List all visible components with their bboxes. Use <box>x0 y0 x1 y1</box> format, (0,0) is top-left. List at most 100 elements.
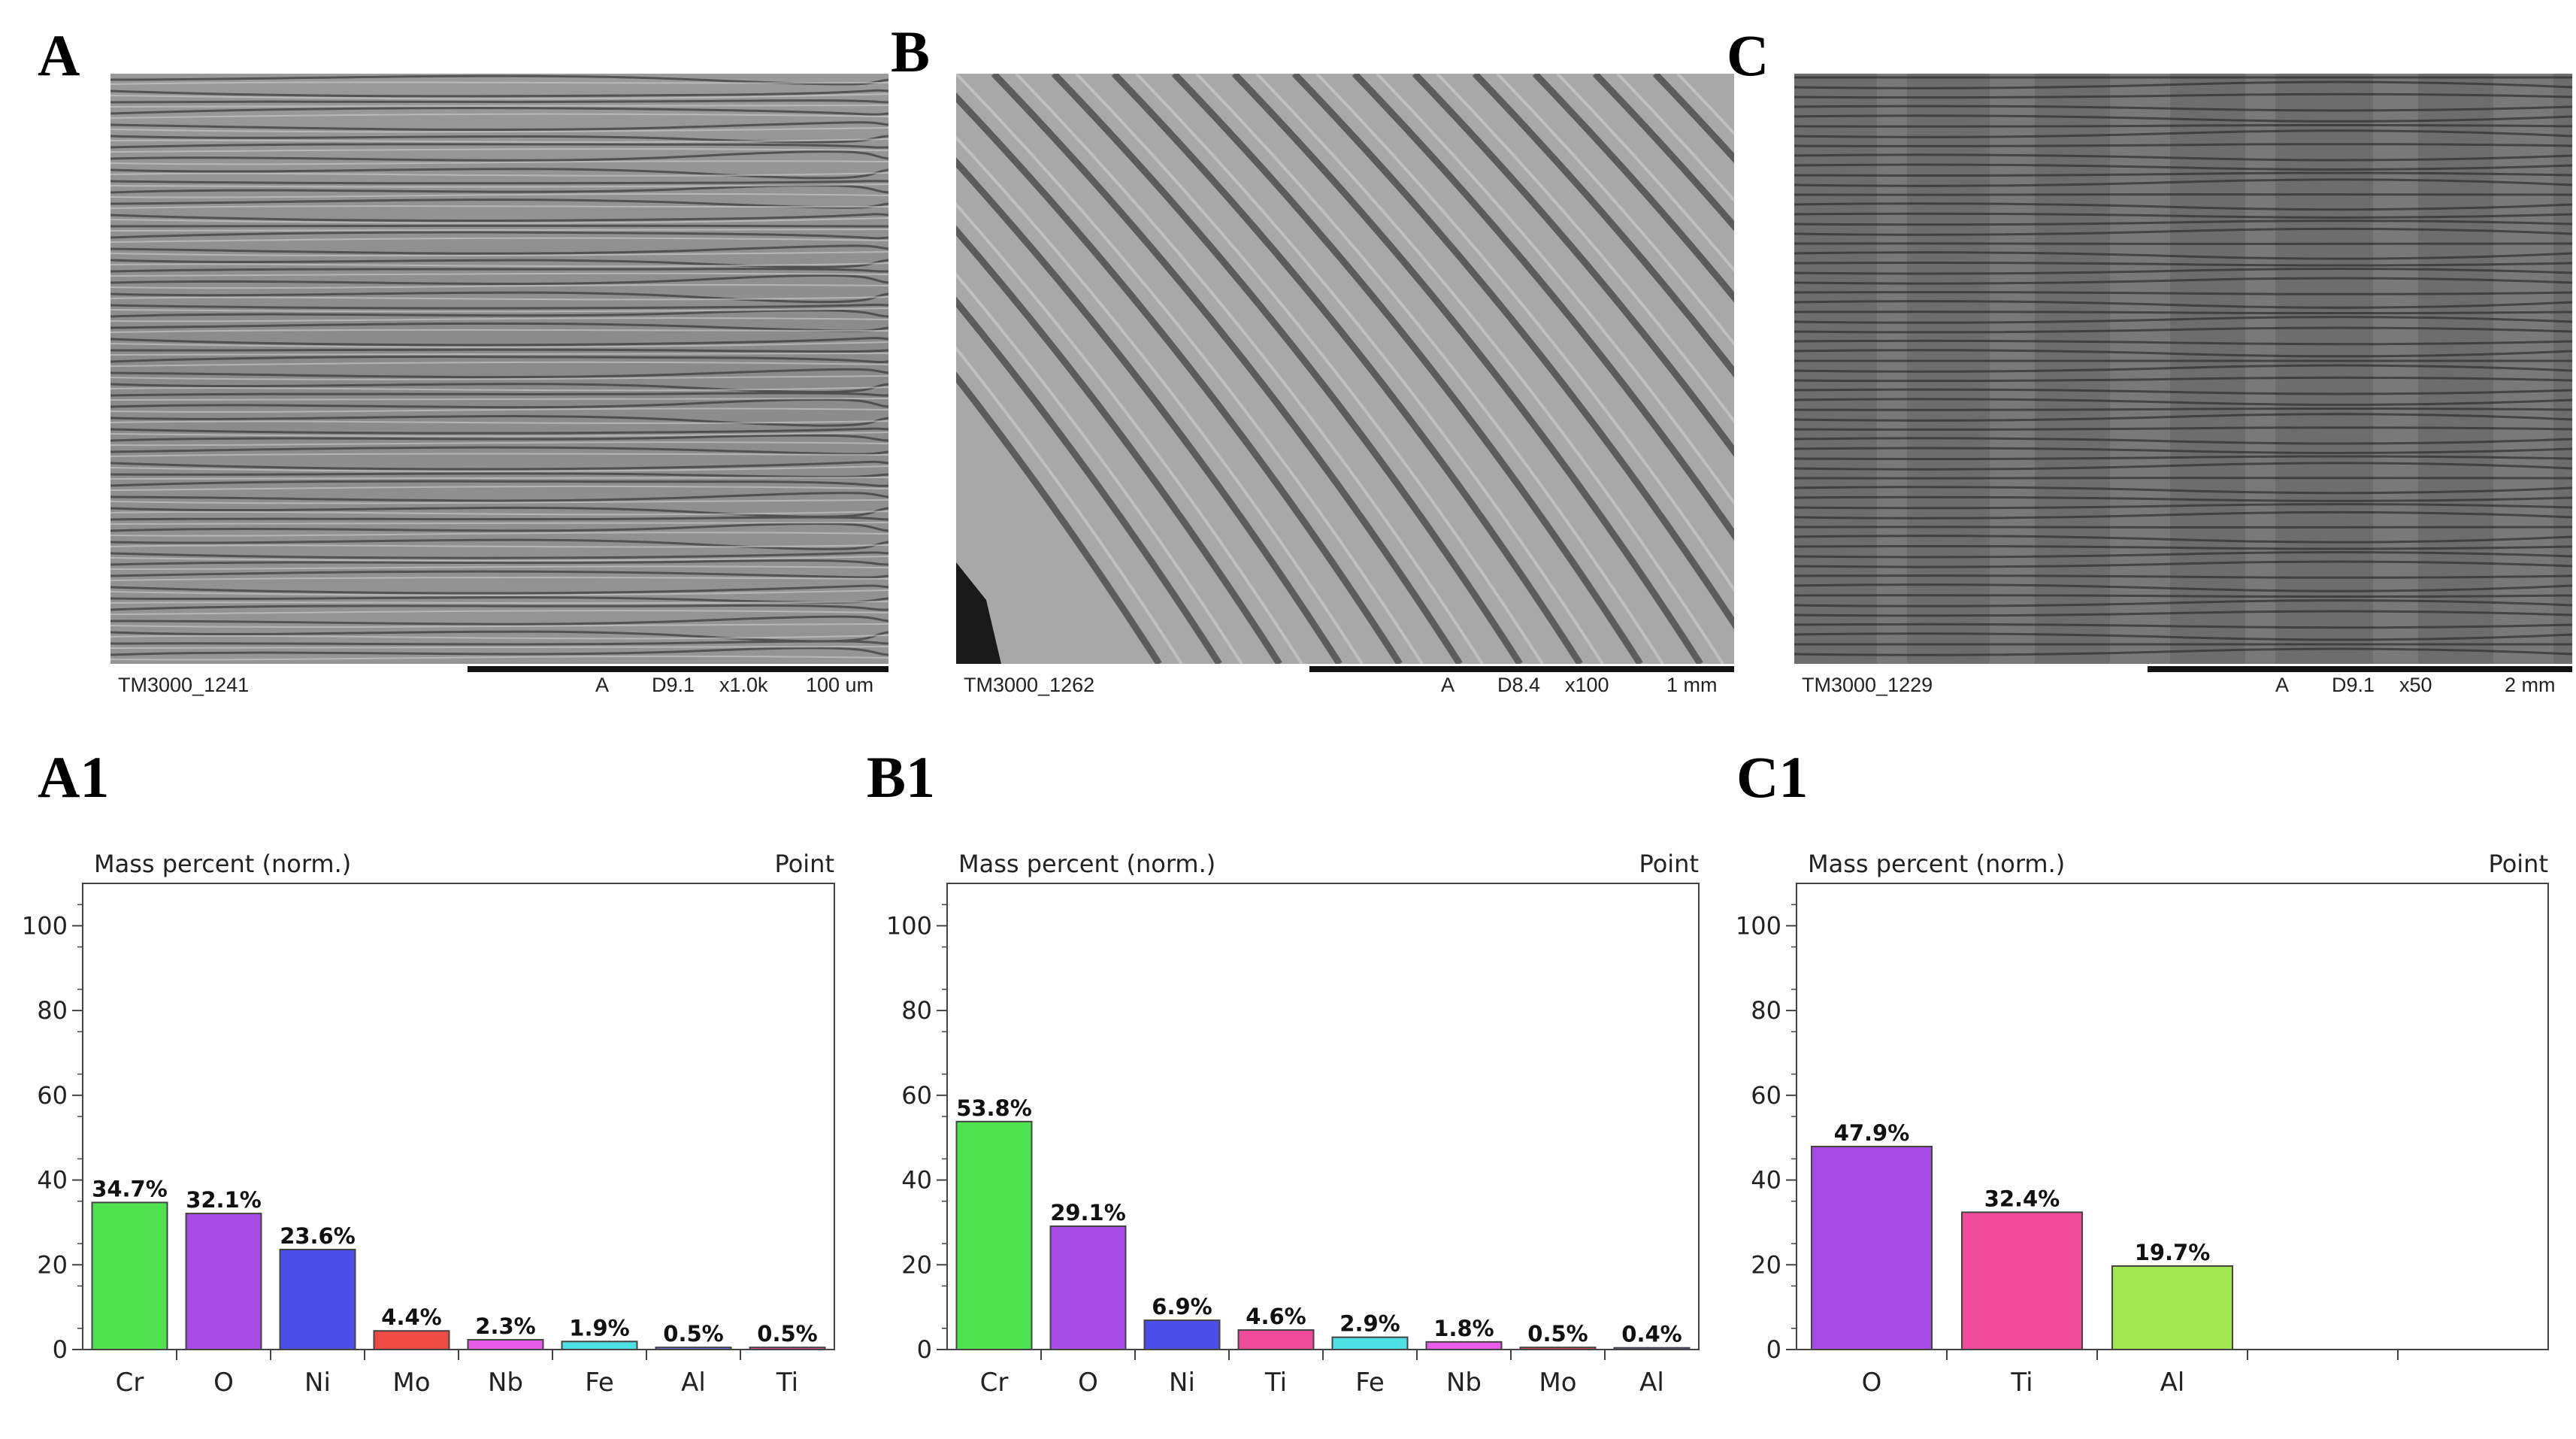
bar-ti <box>1237 1329 1315 1351</box>
scale-label: 1 mm <box>1666 674 1718 696</box>
x-tick-label: O <box>1862 1368 1882 1398</box>
mode-label: Point <box>775 850 834 878</box>
y-tick-label: 20 <box>37 1250 68 1279</box>
data-label: 6.9% <box>1152 1294 1212 1319</box>
data-label: 29.1% <box>1050 1200 1126 1225</box>
data-label: 23.6% <box>280 1223 356 1249</box>
data-label: 4.6% <box>1246 1304 1306 1329</box>
scale-bar <box>2148 666 2572 672</box>
y-tick-label: 60 <box>1751 1081 1781 1110</box>
bar-nb <box>1425 1341 1503 1351</box>
panel-label-b1: B1 <box>867 744 936 810</box>
data-label: 53.8% <box>956 1095 1032 1121</box>
micrograph-a-caption: TM3000_1241 A D9.1 x1.0k 100 um <box>110 665 888 701</box>
x-tick-label: Al <box>1639 1368 1664 1398</box>
data-label: 1.8% <box>1433 1316 1494 1341</box>
bar-mo <box>1519 1347 1597 1351</box>
eds-chart-a1: Mass percent (norm.) Point 0 20 40 60 80 100 34.… <box>15 838 857 1432</box>
bar-ti <box>1961 1211 2083 1350</box>
working-distance: D8.4 <box>1497 674 1541 696</box>
y-tick-label: 100 <box>1736 911 1781 940</box>
data-label: 1.9% <box>569 1315 629 1341</box>
y-tick-label: 80 <box>901 996 932 1025</box>
x-tick-label: Ti <box>776 1368 798 1398</box>
x-tick-label: Cr <box>116 1368 144 1398</box>
bar-nb <box>467 1339 544 1351</box>
data-label: 0.5% <box>757 1321 817 1347</box>
y-tick-label: 0 <box>1766 1335 1781 1364</box>
x-tick-label: Mo <box>392 1368 430 1398</box>
bar-cr <box>955 1120 1033 1350</box>
x-tick-label: Al <box>2160 1368 2185 1398</box>
y-tick-label: 100 <box>886 911 932 940</box>
magnification: x100 <box>1565 674 1609 696</box>
bar-al <box>2111 1265 2233 1350</box>
y-tick-label: 60 <box>901 1081 932 1110</box>
scale-bar <box>1309 666 1734 672</box>
bar-o <box>1811 1146 1933 1350</box>
data-label: 32.1% <box>186 1187 262 1213</box>
scale-label: 2 mm <box>2505 674 2556 696</box>
detector-mode: A <box>1441 674 1455 696</box>
x-tick-label: Ti <box>2010 1368 2033 1398</box>
y-tick-label: 40 <box>1751 1166 1781 1195</box>
y-tick-label: 80 <box>37 996 68 1025</box>
magnification: x1.0k <box>719 674 768 696</box>
x-tick-label: O <box>1078 1368 1098 1398</box>
bar-ni <box>1143 1319 1221 1350</box>
working-distance: D9.1 <box>2332 674 2375 696</box>
y-tick-label: 0 <box>917 1335 932 1364</box>
bar-cr <box>91 1201 168 1350</box>
x-tick-label: Ni <box>304 1368 331 1398</box>
panel-label-a: A <box>38 23 80 88</box>
detector-mode: A <box>595 674 610 696</box>
bar-al <box>655 1347 732 1351</box>
y-tick-label: 100 <box>22 911 68 940</box>
mode-label: Point <box>1639 850 1699 878</box>
panel-label-a1: A1 <box>38 744 110 810</box>
y-tick-label: 40 <box>37 1166 68 1195</box>
eds-chart-b1: Mass percent (norm.) Point 0 20 40 60 80 100 53.… <box>879 838 1721 1432</box>
bar-fe <box>561 1341 638 1350</box>
bar-mo <box>373 1330 450 1351</box>
bar-fe <box>1331 1336 1409 1350</box>
data-label: 34.7% <box>92 1176 168 1201</box>
working-distance: D9.1 <box>652 674 695 696</box>
data-label: 2.9% <box>1339 1311 1400 1337</box>
x-tick-label: Fe <box>1355 1368 1385 1398</box>
bar-o <box>185 1213 262 1350</box>
chart-canvas: Mass percent (norm.) Point 0 20 40 60 80 100 53.… <box>886 850 1700 1398</box>
data-label: 0.4% <box>1621 1322 1682 1347</box>
data-label: 0.5% <box>1527 1321 1588 1347</box>
micrograph-id: TM3000_1262 <box>964 674 1095 696</box>
x-tick-label: Fe <box>585 1368 614 1398</box>
bar-o <box>1049 1225 1127 1350</box>
bar-ni <box>279 1248 356 1350</box>
x-tick-label: Cr <box>980 1368 1009 1398</box>
y-axis-title: Mass percent (norm.) <box>1808 850 2065 878</box>
data-label: 32.4% <box>1984 1186 2060 1211</box>
micrograph-id: TM3000_1229 <box>1802 674 1933 696</box>
data-label: 0.5% <box>663 1321 723 1347</box>
data-label: 4.4% <box>381 1304 441 1330</box>
mode-label: Point <box>2489 850 2548 878</box>
x-tick-label: Ni <box>1169 1368 1195 1398</box>
y-tick-label: 20 <box>1751 1250 1781 1279</box>
y-axis-title: Mass percent (norm.) <box>958 850 1215 878</box>
x-tick-label: Al <box>681 1368 706 1398</box>
y-tick-label: 0 <box>53 1335 68 1364</box>
sem-micrograph-c <box>1794 74 2572 664</box>
scale-label: 100 um <box>806 674 874 696</box>
detector-mode: A <box>2275 674 2290 696</box>
chart-canvas: Mass percent (norm.) Point 0 20 40 60 80 100 47.… <box>1736 850 2549 1398</box>
panel-label-c1: C1 <box>1736 744 1809 810</box>
y-tick-label: 20 <box>901 1250 932 1279</box>
data-label: 47.9% <box>1834 1120 1910 1146</box>
y-tick-label: 80 <box>1751 996 1781 1025</box>
y-axis-title: Mass percent (norm.) <box>94 850 351 878</box>
panel-label-b: B <box>891 19 931 84</box>
x-tick-label: Mo <box>1539 1368 1576 1398</box>
y-tick-label: 40 <box>901 1166 932 1195</box>
magnification: x50 <box>2399 674 2432 696</box>
bar-ti <box>749 1347 826 1351</box>
